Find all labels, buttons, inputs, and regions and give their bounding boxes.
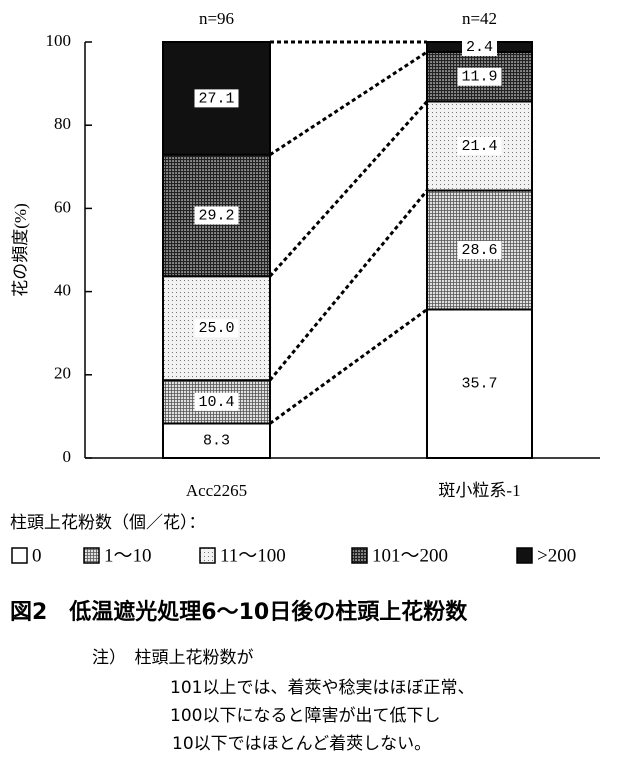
legend-swatch	[83, 547, 100, 564]
data-label: 11.9	[461, 69, 497, 86]
label-box	[194, 319, 239, 338]
data-label: 28.6	[461, 242, 497, 259]
annotation: n=42	[462, 9, 497, 28]
label-box	[194, 392, 239, 411]
caption-note: 100以下になると障害が出て低下し	[170, 706, 440, 726]
legend-label: 11～100	[220, 545, 286, 566]
connector	[269, 50, 428, 156]
y-tick-label: 60	[54, 197, 71, 216]
y-tick-label: 40	[54, 281, 71, 300]
caption-note: 10以下ではほとんど着莢しない。	[172, 734, 431, 754]
label-box	[457, 137, 502, 155]
data-label: 29.2	[198, 207, 234, 224]
y-axis-label: 花の頻度(%)	[11, 203, 30, 296]
label-box	[199, 431, 234, 450]
legend-swatch	[199, 547, 216, 564]
legend-label: >200	[537, 545, 576, 566]
label-box	[194, 206, 239, 225]
data-label: 35.7	[461, 376, 497, 393]
data-label: 21.4	[461, 138, 497, 155]
caption-note: 注） 柱頭上花粉数が	[92, 648, 254, 668]
x-tick-label: Acc2265	[186, 481, 247, 500]
data-label: 2.4	[466, 39, 493, 56]
caption-title: 図2 低温遮光処理6～10日後の柱頭上花粉数	[10, 599, 468, 625]
legend-label: 101～200	[372, 545, 448, 566]
connector	[268, 100, 429, 278]
legend-title: 柱頭上花粉数（個／花）：	[10, 513, 206, 532]
y-tick-label: 20	[54, 364, 71, 383]
legend-swatch	[351, 547, 368, 564]
legend-label: 1～10	[104, 545, 152, 566]
data-label: 8.3	[203, 433, 230, 450]
legend-swatch	[11, 547, 28, 564]
legend-swatch	[516, 547, 533, 564]
annotation: n=96	[199, 9, 234, 28]
data-label: 27.1	[198, 90, 234, 107]
legend-label: 0	[32, 545, 42, 566]
connector	[268, 189, 429, 382]
label-box	[457, 67, 502, 86]
data-label: 25.0	[198, 320, 234, 337]
label-box	[457, 241, 502, 259]
y-tick-label: 80	[54, 114, 71, 133]
label-box	[457, 374, 502, 393]
label-box	[194, 89, 239, 108]
data-label: 10.4	[198, 394, 234, 411]
connector	[269, 308, 428, 425]
caption-note: 101以上では、着莢や稔実はほぼ正常、	[170, 678, 474, 698]
x-tick-label: 斑小粒系-1	[438, 481, 520, 500]
label-box	[462, 37, 497, 56]
y-tick-label: 0	[63, 447, 72, 466]
y-tick-label: 100	[46, 31, 72, 50]
